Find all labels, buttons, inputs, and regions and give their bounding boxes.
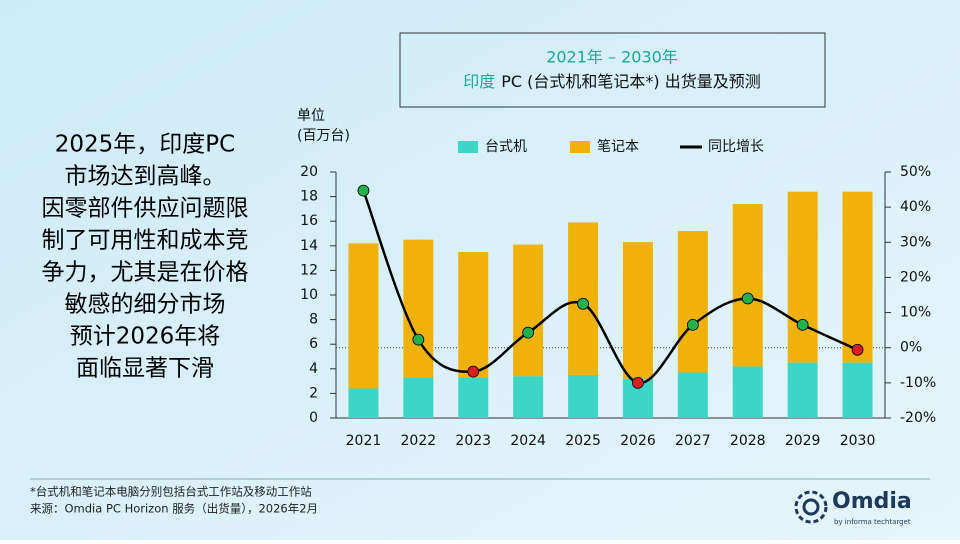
y2-tick-label: 50%	[900, 164, 931, 180]
y2-tick-label: 0%	[900, 340, 922, 356]
y-tick-label: 10	[300, 287, 318, 303]
legend-label: 同比增长	[708, 139, 764, 155]
y-tick-label: 20	[300, 164, 318, 180]
bar-segment	[513, 376, 544, 418]
bar-segment	[348, 243, 379, 389]
y-axis-label: 单位	[297, 108, 325, 124]
callout-line: 争力，尤其是在价格	[42, 260, 249, 286]
y2-tick-label: 10%	[900, 305, 931, 321]
growth-point	[686, 318, 699, 331]
bar-segment	[348, 388, 379, 418]
y-tick-label: 18	[300, 189, 318, 205]
logo-name: Omdia	[832, 489, 912, 514]
legend-swatch	[458, 141, 478, 153]
growth-line	[362, 190, 859, 385]
y2-tick-label: -20%	[900, 410, 936, 426]
callout-line: 预计2026年将	[70, 324, 221, 350]
bar-segment	[677, 372, 708, 418]
bar-segment	[842, 191, 873, 363]
growth-point	[851, 343, 864, 356]
growth-point	[577, 297, 589, 310]
y2-tick-label: 40%	[900, 199, 931, 215]
x-tick-label: 2027	[675, 433, 711, 449]
chart-title: 2021年 – 2030年	[546, 48, 678, 67]
y2-tick-label: 30%	[900, 234, 931, 250]
bar-segment	[403, 239, 434, 378]
x-tick-label: 2030	[840, 433, 876, 449]
bar-segment	[513, 244, 544, 377]
bar-segment	[732, 203, 763, 367]
callout-line: 面临显著下滑	[76, 356, 214, 382]
y-tick-label: 8	[309, 312, 318, 328]
y-tick-label: 12	[300, 262, 318, 278]
subtitle-highlight: 印度	[463, 72, 495, 91]
callout-line: 敏感的细分市场	[65, 292, 226, 318]
footnote: 来源：Omdia PC Horizon 服务（出货量），2026年2月	[30, 502, 318, 516]
bar-segment	[568, 374, 599, 418]
bar-segment	[458, 251, 489, 378]
bar-segment	[677, 231, 708, 373]
subtitle-text: PC (台式机和笔记本*) 出货量及预测	[501, 72, 760, 91]
y-tick-label: 4	[309, 361, 318, 377]
chart-subtitle: 印度 PC (台式机和笔记本*) 出货量及预测	[463, 72, 761, 91]
x-tick-label: 2025	[565, 433, 601, 449]
legend-label: 台式机	[485, 139, 527, 155]
logo-mark	[802, 498, 820, 516]
bar-segment	[403, 377, 434, 418]
callout-line: 2025年，印度PC	[55, 132, 235, 158]
y2-tick-label: -10%	[900, 375, 936, 391]
growth-point	[412, 333, 425, 346]
growth-point	[796, 318, 809, 331]
x-tick-label: 2022	[401, 433, 437, 449]
callout-line: 因零部件供应问题限	[42, 196, 249, 222]
bar-segment	[732, 366, 763, 418]
growth-point	[632, 376, 644, 389]
legend-label: 笔记本	[597, 139, 639, 155]
y2-tick-label: 20%	[900, 269, 931, 285]
bar-segment	[458, 377, 489, 418]
logo-tagline: by informa techtarget	[834, 518, 911, 526]
x-tick-label: 2021	[346, 433, 382, 449]
y-tick-label: 0	[309, 410, 318, 426]
x-tick-label: 2023	[455, 433, 491, 449]
bar-segment	[842, 362, 873, 418]
footnote: *台式机和笔记本电脑分别包括台式工作站及移动工作站	[30, 485, 312, 499]
bar-segment	[787, 191, 818, 363]
x-tick-label: 2026	[620, 433, 656, 449]
x-tick-label: 2029	[785, 433, 821, 449]
callout-line: 市场达到高峰。	[65, 164, 226, 190]
y-tick-label: 14	[300, 238, 318, 254]
logo-mark	[794, 490, 828, 524]
callout-line: 制了可用性和成本竞	[42, 228, 249, 254]
growth-point	[741, 292, 754, 305]
x-tick-label: 2024	[510, 433, 546, 449]
growth-point	[357, 184, 370, 197]
y-tick-label: 6	[309, 336, 318, 352]
x-tick-label: 2028	[730, 433, 766, 449]
y-tick-label: 16	[300, 213, 318, 229]
legend-swatch	[570, 141, 590, 153]
bar-segment	[787, 362, 818, 418]
callout: 2025年，印度PC 市场达到高峰。因零部件供应问题限制了可用性和成本竞争力，尤其…	[42, 132, 249, 382]
growth-point	[467, 365, 480, 378]
y-axis-label: (百万台)	[297, 128, 350, 144]
growth-point	[522, 326, 535, 339]
y-tick-label: 2	[309, 385, 318, 401]
bar-segment	[622, 242, 653, 379]
title-box	[399, 32, 826, 108]
logo: Omdia by informa techtarget	[794, 489, 912, 526]
